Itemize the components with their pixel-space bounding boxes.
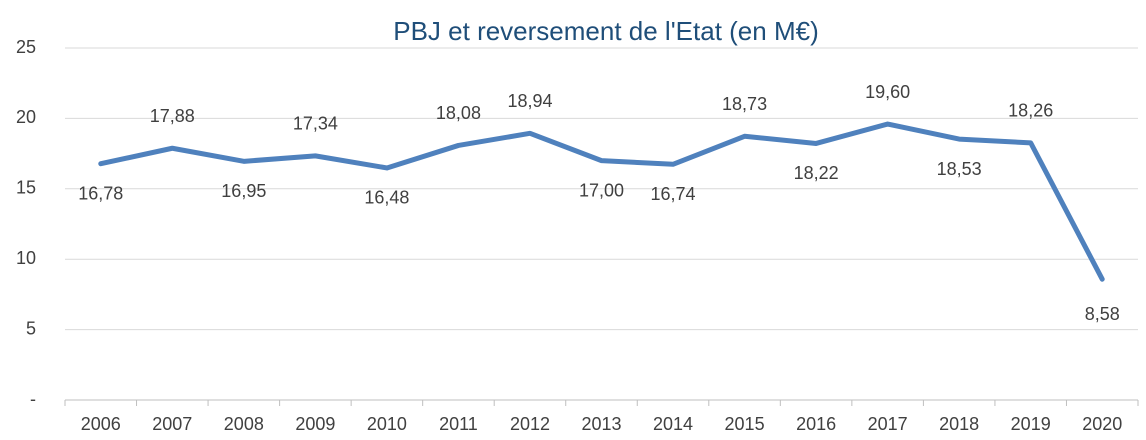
- y-tick-label: 15: [16, 178, 36, 198]
- y-tick-label: 20: [16, 107, 36, 127]
- data-label: 17,34: [293, 114, 338, 134]
- data-label: 16,95: [221, 181, 266, 201]
- x-tick-label: 2014: [653, 414, 693, 434]
- x-tick-label: 2012: [510, 414, 550, 434]
- x-tick-label: 2011: [439, 414, 478, 434]
- x-tick-label: 2006: [81, 414, 121, 434]
- data-label: 17,00: [579, 180, 624, 200]
- data-label: 16,74: [651, 184, 696, 204]
- chart-title: PBJ et reversement de l'Etat (en M€): [393, 16, 818, 46]
- x-tick-label: 2009: [295, 414, 335, 434]
- data-label: 18,08: [436, 103, 481, 123]
- x-tick-label: 2019: [1011, 414, 1051, 434]
- x-tick-label: 2017: [868, 414, 908, 434]
- data-label: 17,88: [150, 106, 195, 126]
- line: [98, 121, 1105, 282]
- x-tick-label: 2007: [152, 414, 192, 434]
- data-label: 19,60: [865, 82, 910, 102]
- x-tick-label: 2015: [725, 414, 765, 434]
- y-tick-label: 10: [16, 248, 36, 268]
- x-tick-label: 2008: [224, 414, 264, 434]
- x-tick-label: 2013: [581, 414, 621, 434]
- data-label: 18,22: [794, 163, 839, 183]
- x-tick-label: 2010: [367, 414, 407, 434]
- x-tick-label: 2020: [1082, 414, 1122, 434]
- x-tick-label: 2016: [796, 414, 836, 434]
- y-tick-label: 5: [26, 318, 36, 338]
- y-tick-label: -: [30, 389, 36, 409]
- data-label: 18,73: [722, 94, 767, 114]
- y-tick-label: 25: [16, 37, 36, 57]
- data-label: 8,58: [1085, 304, 1120, 324]
- data-label: 18,53: [937, 159, 982, 179]
- data-label: 18,26: [1008, 101, 1053, 121]
- data-label: 18,94: [507, 91, 552, 111]
- data-label: 16,48: [364, 188, 409, 208]
- x-tick-label: 2018: [939, 414, 979, 434]
- data-label: 16,78: [78, 183, 123, 203]
